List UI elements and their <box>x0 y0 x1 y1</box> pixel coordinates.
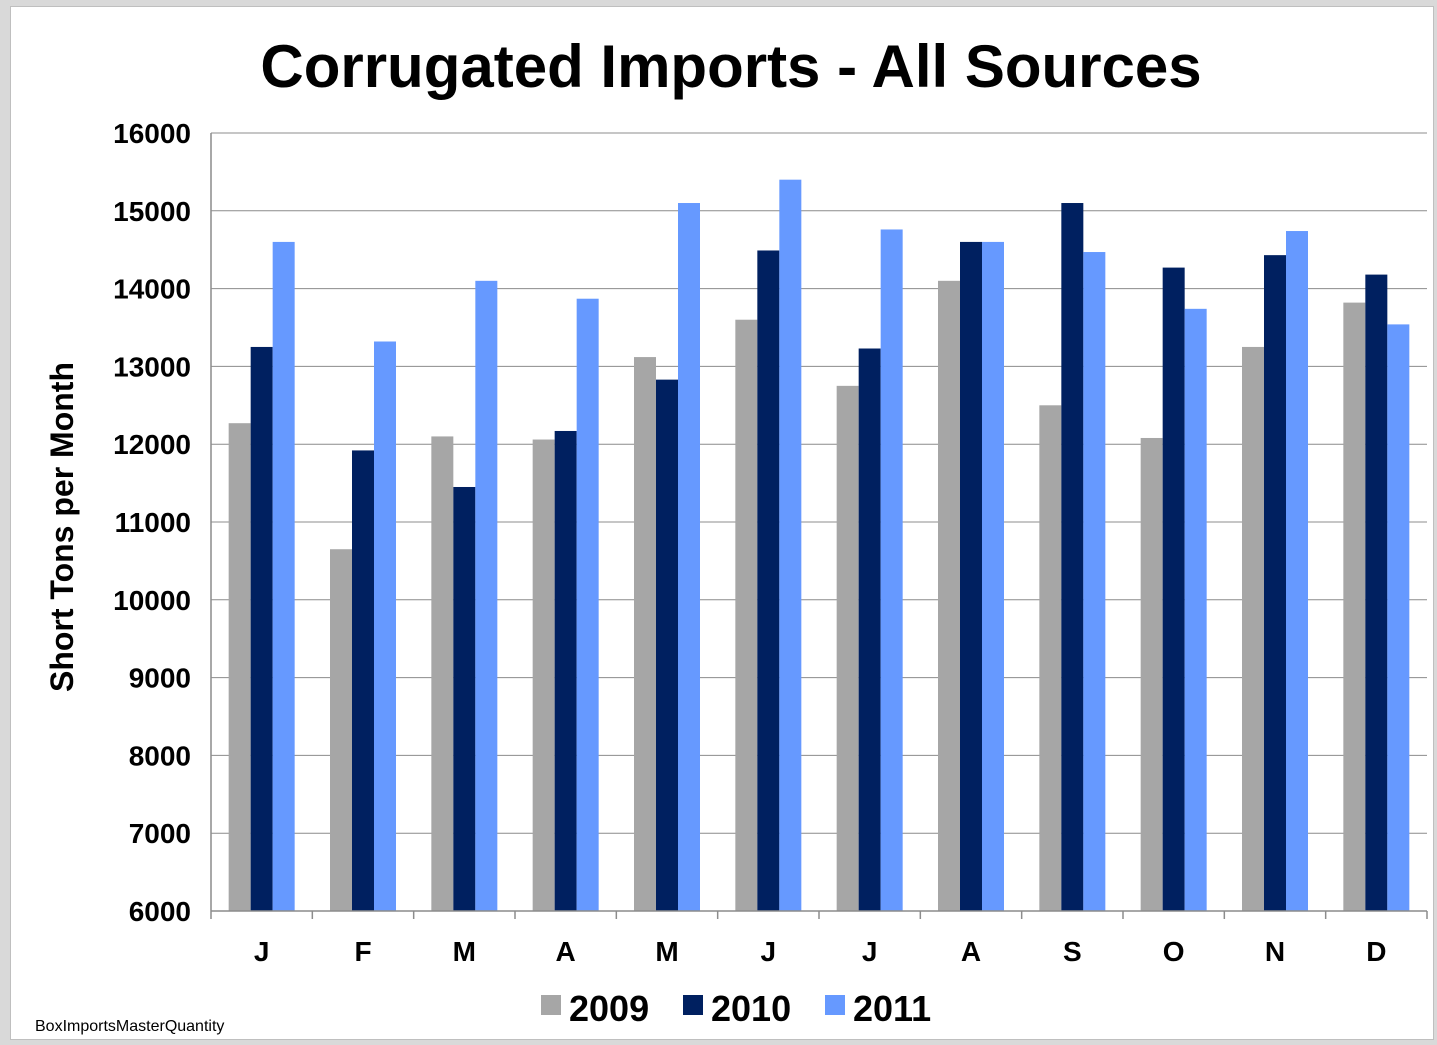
y-tick-label: 11000 <box>115 507 191 538</box>
y-tick-label: 9000 <box>129 663 191 694</box>
y-tick-label: 8000 <box>129 740 191 771</box>
y-tick-label: 7000 <box>129 818 191 849</box>
x-tick-label: J <box>254 936 270 967</box>
x-tick-label: F <box>354 936 371 967</box>
y-tick-label: 13000 <box>113 351 191 382</box>
bar-2009-2 <box>431 436 454 911</box>
bar-2011-3 <box>576 298 599 911</box>
x-tick-label: A <box>961 936 981 967</box>
legend-swatch-2011 <box>825 995 845 1015</box>
bar-2011-6 <box>880 229 903 912</box>
bar-2011-1 <box>374 341 396 911</box>
bar-2009-7 <box>938 280 960 911</box>
bar-2010-8 <box>1061 203 1084 911</box>
y-tick-label: 15000 <box>113 196 191 227</box>
legend-swatch-2009 <box>541 995 561 1015</box>
legend-label-2011: 2011 <box>853 988 931 1029</box>
bar-2010-11 <box>1365 274 1388 911</box>
x-tick-label: M <box>655 936 678 967</box>
x-tick-label: O <box>1163 936 1185 967</box>
x-tick-label: D <box>1366 936 1386 967</box>
bar-2011-11 <box>1387 324 1410 911</box>
bar-2009-10 <box>1242 346 1264 911</box>
bar-2010-2 <box>453 486 476 911</box>
bars <box>228 179 1410 912</box>
bar-2010-1 <box>352 450 374 911</box>
legend-label-2009: 2009 <box>569 988 649 1029</box>
bar-2009-9 <box>1140 437 1163 911</box>
bar-2011-10 <box>1286 231 1308 911</box>
bar-2011-5 <box>779 179 802 911</box>
bar-2009-4 <box>634 357 656 912</box>
bar-2009-11 <box>1343 302 1366 911</box>
bar-2009-0 <box>228 423 251 911</box>
bar-2009-6 <box>836 385 859 912</box>
x-tick-label: N <box>1265 936 1285 967</box>
bar-2010-5 <box>757 250 780 911</box>
bar-2011-8 <box>1083 252 1106 911</box>
axes <box>210 133 1428 919</box>
legend-swatch-2010 <box>683 995 703 1015</box>
bar-2009-5 <box>735 319 758 912</box>
bar-2009-3 <box>532 439 555 911</box>
source-label: BoxImportsMasterQuantity <box>35 1018 224 1035</box>
y-tick-labels: 6000 7000 8000 9000 10000 11000 12000 13000 1400… <box>113 118 191 927</box>
y-tick-label: 6000 <box>129 896 191 927</box>
bar-2010-3 <box>554 430 577 911</box>
bar-2010-10 <box>1264 255 1286 911</box>
gridlines <box>211 132 1427 834</box>
y-axis-label: Short Tons per Month <box>44 362 80 692</box>
bar-2011-9 <box>1184 308 1207 911</box>
legend-label-2010: 2010 <box>711 988 791 1029</box>
bar-2010-0 <box>250 346 273 911</box>
x-tick-label: J <box>761 936 777 967</box>
chart: Corrugated Imports - All Sources Short T… <box>35 33 1428 1035</box>
bar-2011-4 <box>678 203 700 911</box>
y-tick-label: 14000 <box>113 274 191 305</box>
bar-2010-4 <box>656 379 678 912</box>
x-tick-label: J <box>862 936 878 967</box>
bar-2009-8 <box>1039 405 1062 911</box>
bar-2010-9 <box>1162 267 1185 911</box>
bar-2011-7 <box>982 241 1004 912</box>
legend: 2009 2010 2011 <box>541 988 931 1029</box>
chart-title: Corrugated Imports - All Sources <box>260 33 1201 100</box>
chart-frame: Corrugated Imports - All Sources Short T… <box>10 6 1434 1040</box>
bar-2010-6 <box>858 348 881 912</box>
x-tick-label: S <box>1063 936 1082 967</box>
bar-2011-2 <box>475 280 498 911</box>
bar-2010-7 <box>960 241 982 912</box>
bar-2011-0 <box>272 241 295 912</box>
y-tick-label: 16000 <box>113 118 191 149</box>
x-tick-label: A <box>556 936 576 967</box>
y-tick-label: 10000 <box>113 585 191 616</box>
x-tick-label: M <box>453 936 476 967</box>
bar-2009-1 <box>330 549 352 911</box>
y-tick-label: 12000 <box>113 429 191 460</box>
